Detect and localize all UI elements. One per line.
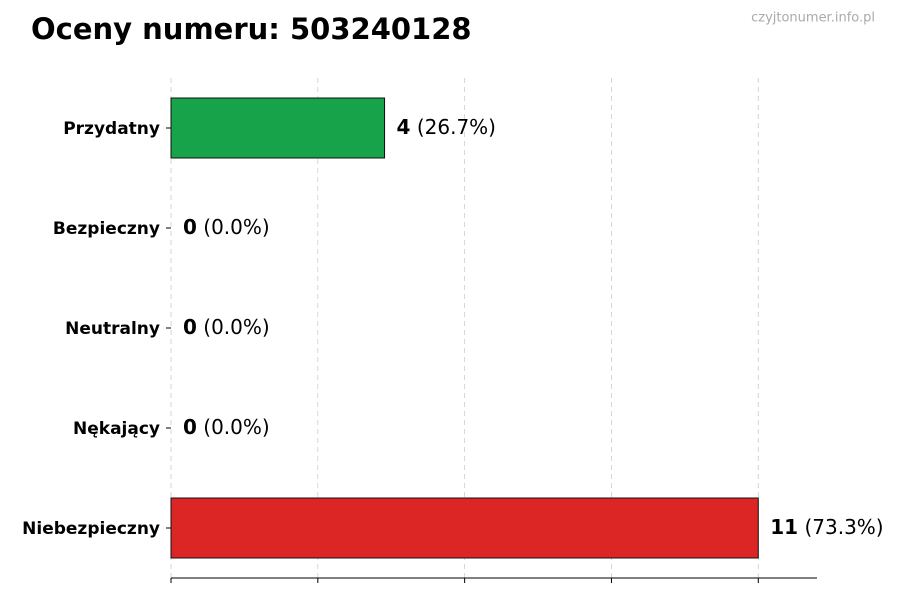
y-tick-label: Bezpieczny [53,219,160,239]
watermark: czyjtonumer.info.pl [751,11,875,26]
value-label: 4 (26.7%) [397,115,496,139]
value-number: 11 [770,515,798,539]
percent-label: (0.0%) [203,315,269,339]
percent-label: (26.7%) [417,115,496,139]
value-label: 0 (0.0%) [183,215,270,239]
value-number: 0 [183,215,197,239]
y-tick-label: Nękający [73,419,160,439]
y-tick-label: Neutralny [65,319,160,339]
value-number: 4 [397,115,411,139]
chart-title: Oceny numeru: 503240128 [31,12,472,46]
percent-label: (0.0%) [203,215,269,239]
y-tick-label: Przydatny [63,119,160,139]
value-label: 11 (73.3%) [770,515,883,539]
percent-label: (73.3%) [804,515,883,539]
value-number: 0 [183,415,197,439]
value-number: 0 [183,315,197,339]
percent-label: (0.0%) [203,415,269,439]
value-label: 0 (0.0%) [183,415,270,439]
value-label: 0 (0.0%) [183,315,270,339]
bar [170,97,386,159]
y-tick-label: Niebezpieczny [22,519,160,539]
bar [170,497,759,559]
